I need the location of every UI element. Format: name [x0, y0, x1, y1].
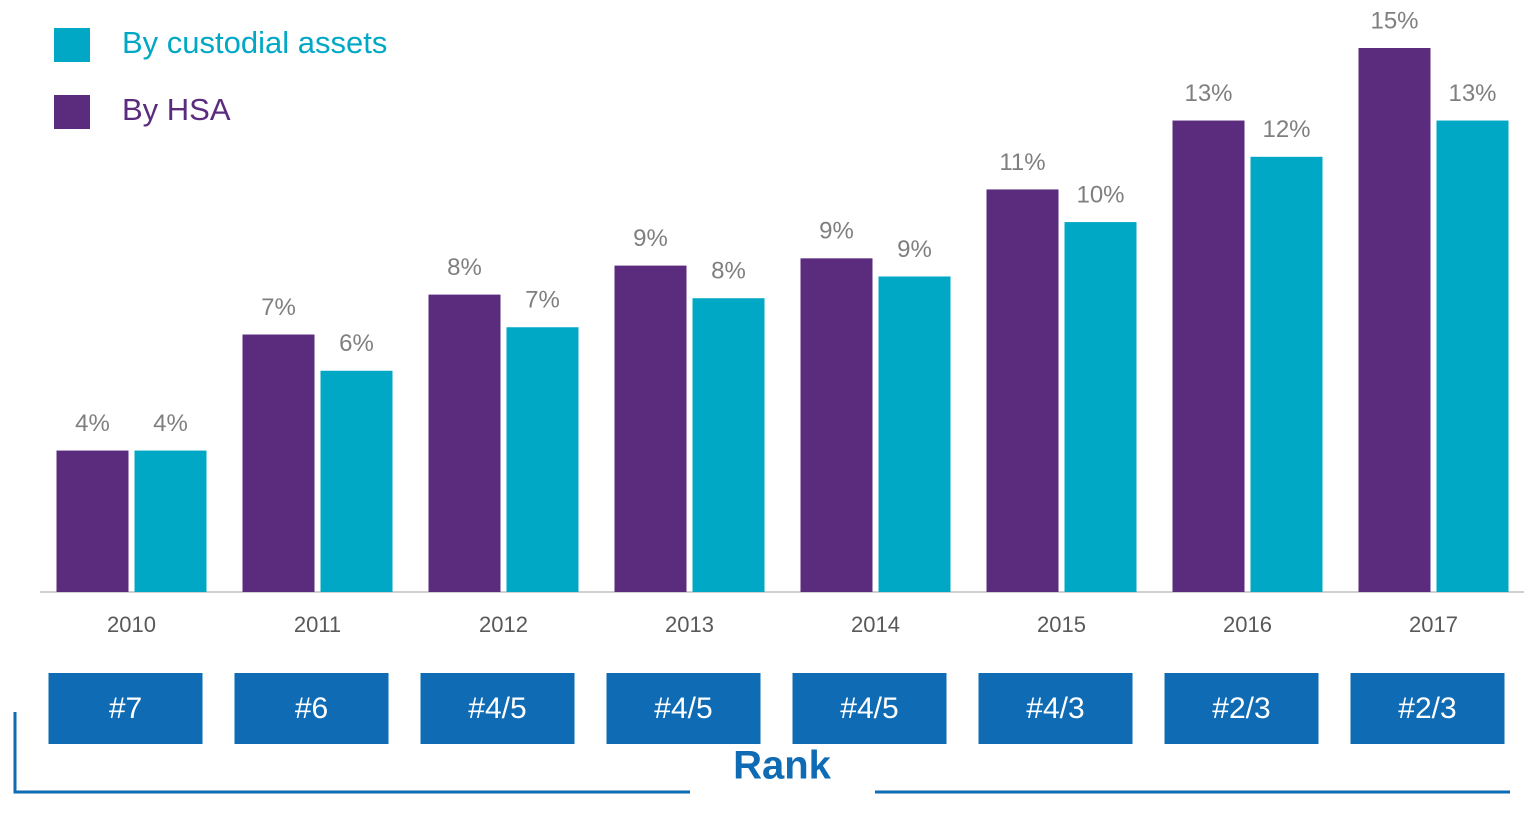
rank-label: #4/5 — [468, 692, 526, 725]
rank-bracket — [13, 712, 690, 794]
rank-label: #2/3 — [1212, 692, 1270, 725]
data-label: 9% — [633, 225, 668, 252]
rank-label: #4/5 — [840, 692, 898, 725]
legend-swatch — [54, 95, 90, 129]
x-tick-label: 2015 — [1037, 612, 1086, 637]
x-tick-label: 2011 — [294, 612, 341, 637]
data-label: 11% — [999, 149, 1045, 176]
data-label: 4% — [75, 410, 110, 437]
data-label: 12% — [1262, 116, 1310, 143]
bar — [986, 189, 1059, 592]
rank-box — [234, 673, 389, 744]
bar — [320, 370, 393, 592]
data-label: 15% — [1370, 7, 1418, 34]
rank-box — [420, 673, 575, 744]
bar — [878, 276, 951, 592]
legend-swatch — [54, 28, 90, 62]
rank-box — [606, 673, 761, 744]
legend-label: By custodial assets — [122, 25, 387, 60]
bar — [134, 450, 207, 592]
rank-title: Rank — [733, 744, 832, 788]
bar — [800, 258, 873, 592]
rank-label: #2/3 — [1398, 692, 1456, 725]
rank-label: #6 — [295, 692, 328, 725]
rank-box — [1350, 673, 1505, 744]
data-label: 9% — [819, 218, 854, 245]
rank-label: #4/3 — [1026, 692, 1084, 725]
rank-label: #4/5 — [654, 692, 712, 725]
data-label: 7% — [261, 294, 296, 321]
data-label: 8% — [711, 258, 746, 285]
bar — [614, 265, 687, 592]
bar — [242, 334, 315, 592]
data-label: 7% — [525, 287, 560, 314]
data-label: 10% — [1076, 181, 1124, 208]
bar — [1436, 120, 1509, 593]
bar — [1172, 120, 1245, 593]
data-label: 13% — [1184, 80, 1232, 107]
data-label: 6% — [339, 330, 374, 357]
legend-label: By HSA — [122, 92, 231, 127]
x-tick-label: 2014 — [851, 612, 900, 637]
x-tick-label: 2013 — [665, 612, 714, 637]
rank-box — [792, 673, 947, 744]
bar — [692, 298, 765, 592]
bar — [1358, 48, 1431, 592]
bar — [1250, 156, 1323, 593]
rank-label: #7 — [109, 692, 142, 725]
x-tick-label: 2012 — [479, 612, 528, 637]
x-tick-label: 2010 — [107, 612, 156, 637]
bar — [506, 327, 579, 592]
data-label: 8% — [447, 254, 482, 281]
rank-box — [48, 673, 203, 744]
rank-box — [978, 673, 1133, 744]
bar — [56, 450, 129, 592]
data-label: 9% — [897, 236, 932, 263]
bar — [1064, 222, 1137, 592]
x-tick-label: 2017 — [1409, 612, 1458, 637]
data-label: 13% — [1448, 80, 1496, 107]
data-label: 4% — [153, 410, 188, 437]
bar — [428, 294, 501, 592]
rank-box — [1164, 673, 1319, 744]
x-tick-label: 2016 — [1223, 612, 1272, 637]
